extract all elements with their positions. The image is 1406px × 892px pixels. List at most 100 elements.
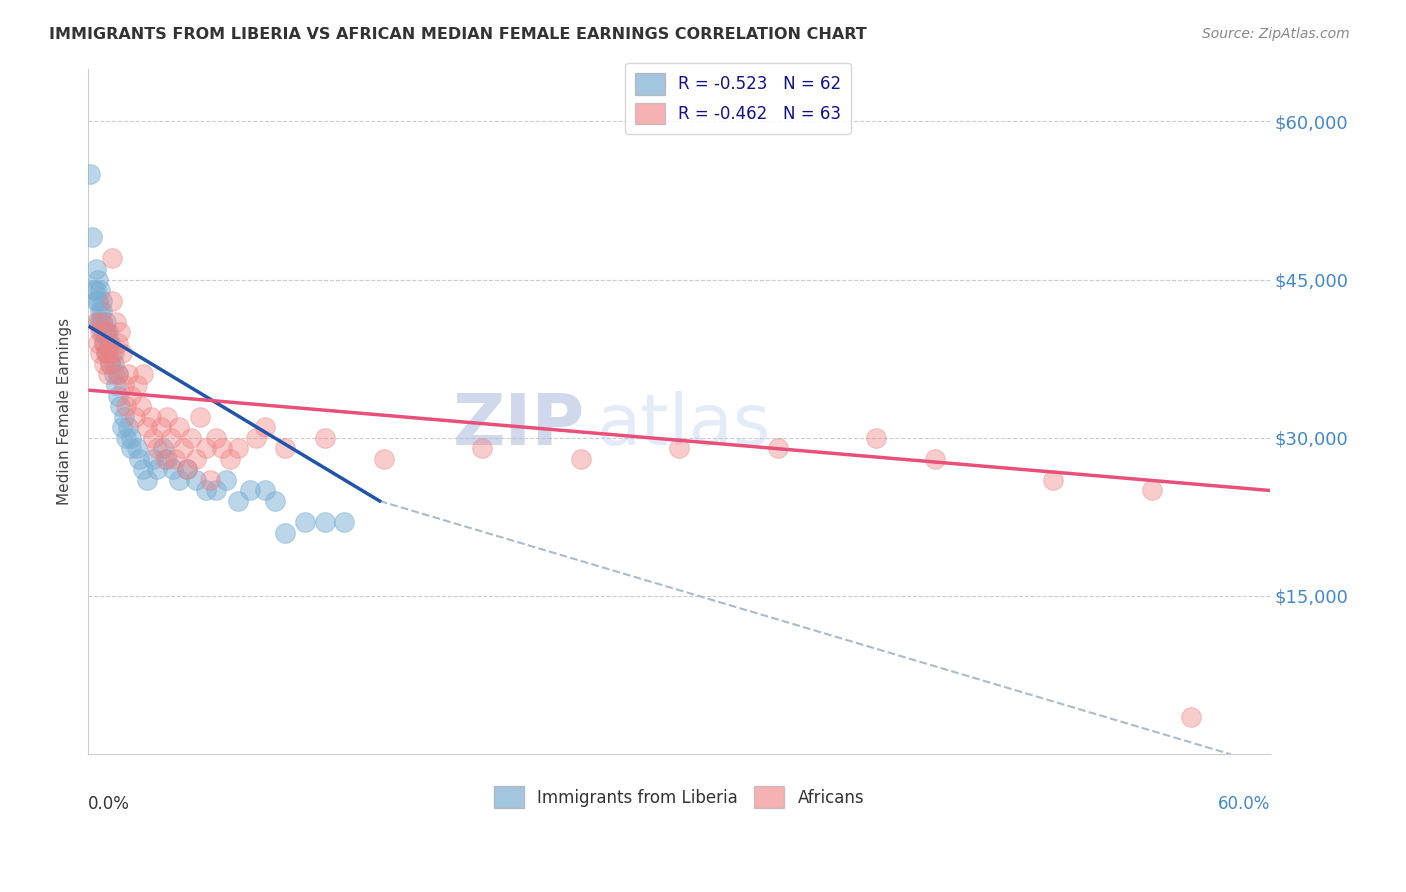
Point — [314, 431, 336, 445]
Point — [153, 451, 176, 466]
Text: 60.0%: 60.0% — [1218, 796, 1270, 814]
Point — [274, 442, 297, 456]
Point — [97, 325, 120, 339]
Point — [190, 409, 212, 424]
Point — [264, 494, 287, 508]
Point — [87, 335, 110, 350]
Point — [200, 473, 222, 487]
Point — [156, 409, 179, 424]
Point — [117, 368, 139, 382]
Point — [84, 315, 107, 329]
Point — [274, 525, 297, 540]
Point — [111, 346, 134, 360]
Point — [93, 335, 115, 350]
Point — [103, 368, 125, 382]
Point — [205, 483, 228, 498]
Text: 0.0%: 0.0% — [89, 796, 129, 814]
Point — [186, 451, 208, 466]
Point — [97, 368, 120, 382]
Point — [107, 368, 129, 382]
Point — [89, 346, 111, 360]
Point — [87, 272, 110, 286]
Point — [176, 462, 198, 476]
Point — [766, 442, 789, 456]
Point — [91, 293, 114, 308]
Point — [93, 357, 115, 371]
Point — [333, 515, 356, 529]
Point — [89, 283, 111, 297]
Point — [314, 515, 336, 529]
Point — [91, 315, 114, 329]
Point — [180, 431, 202, 445]
Point — [89, 325, 111, 339]
Point — [104, 378, 127, 392]
Point — [1180, 710, 1202, 724]
Point — [294, 515, 316, 529]
Point — [219, 451, 242, 466]
Point — [112, 378, 135, 392]
Point — [91, 325, 114, 339]
Point — [150, 420, 173, 434]
Point — [668, 442, 690, 456]
Point — [146, 442, 169, 456]
Point — [254, 483, 277, 498]
Point — [114, 431, 136, 445]
Point — [176, 462, 198, 476]
Point — [121, 388, 143, 402]
Point — [186, 473, 208, 487]
Point — [152, 442, 174, 456]
Point — [205, 431, 228, 445]
Point — [471, 442, 494, 456]
Point — [146, 462, 169, 476]
Point — [84, 293, 107, 308]
Point — [94, 325, 117, 339]
Point — [84, 283, 107, 297]
Point — [87, 315, 110, 329]
Point — [91, 304, 114, 318]
Point — [142, 431, 165, 445]
Point — [107, 335, 129, 350]
Point — [127, 442, 149, 456]
Text: atlas: atlas — [596, 391, 770, 459]
Text: IMMIGRANTS FROM LIBERIA VS AFRICAN MEDIAN FEMALE EARNINGS CORRELATION CHART: IMMIGRANTS FROM LIBERIA VS AFRICAN MEDIA… — [49, 27, 868, 42]
Point — [226, 442, 249, 456]
Point — [121, 442, 143, 456]
Point — [108, 325, 131, 339]
Text: Source: ZipAtlas.com: Source: ZipAtlas.com — [1202, 27, 1350, 41]
Point — [1042, 473, 1064, 487]
Point — [94, 325, 117, 339]
Point — [94, 346, 117, 360]
Point — [167, 473, 190, 487]
Point — [84, 262, 107, 277]
Point — [98, 357, 121, 371]
Point — [141, 409, 163, 424]
Point — [101, 252, 124, 266]
Point — [97, 346, 120, 360]
Point — [108, 399, 131, 413]
Point — [91, 315, 114, 329]
Point — [163, 451, 186, 466]
Point — [226, 494, 249, 508]
Point — [172, 442, 194, 456]
Point — [98, 357, 121, 371]
Point — [94, 346, 117, 360]
Point — [136, 420, 159, 434]
Point — [94, 315, 117, 329]
Point — [124, 409, 146, 424]
Point — [132, 368, 155, 382]
Point — [211, 442, 233, 456]
Point — [128, 451, 150, 466]
Point — [195, 442, 218, 456]
Point — [117, 420, 139, 434]
Legend: Immigrants from Liberia, Africans: Immigrants from Liberia, Africans — [486, 780, 872, 814]
Point — [97, 335, 120, 350]
Point — [83, 283, 105, 297]
Point — [93, 335, 115, 350]
Point — [865, 431, 887, 445]
Point — [103, 346, 125, 360]
Point — [569, 451, 592, 466]
Point — [1140, 483, 1163, 498]
Point — [89, 304, 111, 318]
Point — [103, 357, 125, 371]
Point — [239, 483, 262, 498]
